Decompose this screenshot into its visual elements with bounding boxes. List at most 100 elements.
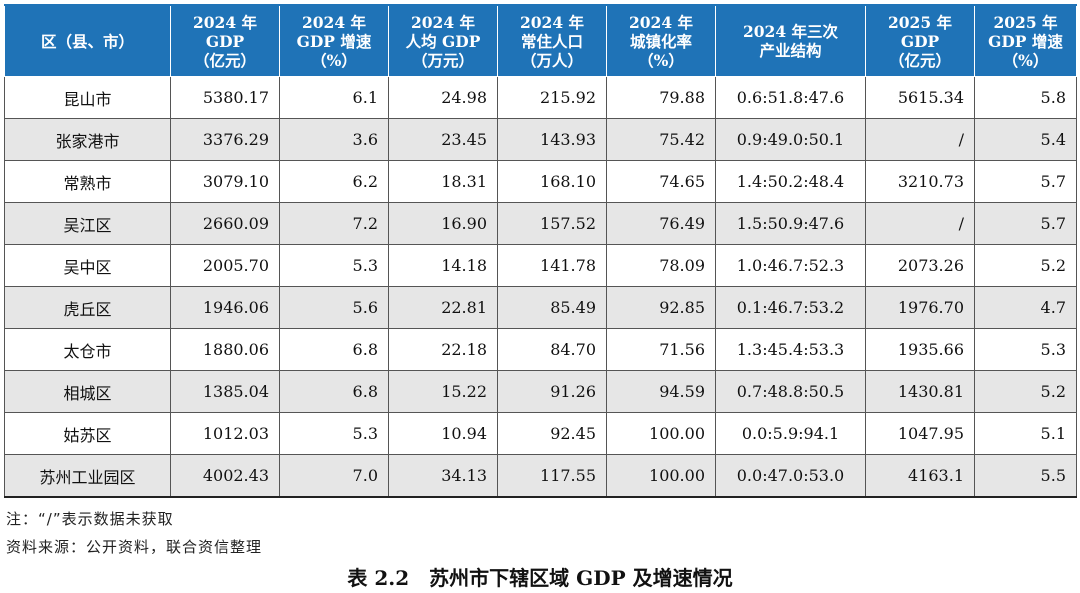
cell-industry-structure-2024: 0.9:49.0:50.1: [715, 118, 866, 161]
header-gdp-per-capita-2024: 2024 年 人均 GDP （万元）: [388, 4, 498, 77]
cell-region: 吴中区: [4, 244, 171, 287]
header-population-2024: 2024 年 常住人口 （万人）: [497, 4, 607, 77]
cell-gdp-per-capita-2024: 16.90: [388, 202, 498, 245]
cell-industry-structure-2024: 0.1:46.7:53.2: [715, 286, 866, 329]
table-row: 昆山市 5380.17 6.1 24.98 215.92 79.88 0.6:51.8:47…: [4, 76, 1077, 119]
cell-urbanization-2024: 94.59: [606, 370, 716, 413]
cell-gdp-2024: 3376.29: [170, 118, 280, 161]
cell-population-2024: 91.26: [497, 370, 607, 413]
cell-industry-structure-2024: 0.0:47.0:53.0: [715, 454, 866, 498]
cell-gdp-growth-2025: 5.3: [974, 328, 1077, 371]
table-row: 吴江区 2660.09 7.2 16.90 157.52 76.49 1.5:50.9:47…: [4, 202, 1077, 245]
cell-population-2024: 84.70: [497, 328, 607, 371]
cell-industry-structure-2024: 0.7:48.8:50.5: [715, 370, 866, 413]
cell-gdp-growth-2025: 4.7: [974, 286, 1077, 329]
cell-industry-structure-2024: 1.5:50.9:47.6: [715, 202, 866, 245]
cell-gdp-2025: /: [865, 118, 975, 161]
cell-region: 常熟市: [4, 160, 171, 203]
cell-region: 相城区: [4, 370, 171, 413]
cell-industry-structure-2024: 0.6:51.8:47.6: [715, 76, 866, 119]
cell-industry-structure-2024: 1.3:45.4:53.3: [715, 328, 866, 371]
cell-gdp-growth-2025: 5.8: [974, 76, 1077, 119]
cell-urbanization-2024: 92.85: [606, 286, 716, 329]
cell-gdp-per-capita-2024: 22.81: [388, 286, 498, 329]
table-header-row: 区（县、市） 2024 年 GDP （亿元） 2024 年 GDP 增速 （%）…: [4, 4, 1077, 77]
cell-industry-structure-2024: 1.0:46.7:52.3: [715, 244, 866, 287]
cell-gdp-growth-2024: 6.1: [279, 76, 389, 119]
table-row: 张家港市 3376.29 3.6 23.45 143.93 75.42 0.9:49.0:5…: [4, 118, 1077, 161]
cell-urbanization-2024: 100.00: [606, 412, 716, 455]
cell-population-2024: 85.49: [497, 286, 607, 329]
cell-gdp-2024: 1385.04: [170, 370, 280, 413]
cell-gdp-2025: 1935.66: [865, 328, 975, 371]
cell-gdp-2025: /: [865, 202, 975, 245]
cell-gdp-2025: 4163.1: [865, 454, 975, 498]
cell-gdp-2024: 3079.10: [170, 160, 280, 203]
table-row: 吴中区 2005.70 5.3 14.18 141.78 78.09 1.0:46.7:52…: [4, 244, 1077, 287]
cell-gdp-2025: 2073.26: [865, 244, 975, 287]
cell-industry-structure-2024: 0.0:5.9:94.1: [715, 412, 866, 455]
table-row: 虎丘区 1946.06 5.6 22.81 85.49 92.85 0.1:46.7:53.…: [4, 286, 1077, 329]
cell-gdp-growth-2024: 6.2: [279, 160, 389, 203]
cell-gdp-per-capita-2024: 24.98: [388, 76, 498, 119]
cell-gdp-per-capita-2024: 22.18: [388, 328, 498, 371]
header-region: 区（县、市）: [4, 4, 171, 77]
cell-gdp-growth-2025: 5.4: [974, 118, 1077, 161]
cell-region: 苏州工业园区: [4, 454, 171, 498]
cell-region: 姑苏区: [4, 412, 171, 455]
cell-gdp-growth-2024: 6.8: [279, 370, 389, 413]
cell-region: 昆山市: [4, 76, 171, 119]
cell-gdp-2025: 1976.70: [865, 286, 975, 329]
cell-urbanization-2024: 79.88: [606, 76, 716, 119]
table-row: 姑苏区 1012.03 5.3 10.94 92.45 100.00 0.0:5.9:94.…: [4, 412, 1077, 455]
cell-gdp-per-capita-2024: 15.22: [388, 370, 498, 413]
cell-industry-structure-2024: 1.4:50.2:48.4: [715, 160, 866, 203]
cell-region: 吴江区: [4, 202, 171, 245]
header-gdp-2025: 2025 年 GDP （亿元）: [865, 4, 975, 77]
cell-population-2024: 143.93: [497, 118, 607, 161]
cell-gdp-2024: 4002.43: [170, 454, 280, 498]
cell-gdp-2025: 1430.81: [865, 370, 975, 413]
table-caption: 表 2.2 苏州市下辖区域 GDP 及增速情况: [347, 566, 733, 590]
cell-gdp-per-capita-2024: 10.94: [388, 412, 498, 455]
cell-gdp-growth-2024: 5.6: [279, 286, 389, 329]
cell-gdp-per-capita-2024: 18.31: [388, 160, 498, 203]
header-urbanization-2024: 2024 年 城镇化率 （%）: [606, 4, 716, 77]
cell-gdp-growth-2025: 5.2: [974, 244, 1077, 287]
cell-gdp-per-capita-2024: 23.45: [388, 118, 498, 161]
cell-gdp-growth-2024: 7.0: [279, 454, 389, 498]
cell-population-2024: 157.52: [497, 202, 607, 245]
header-gdp-growth-2024: 2024 年 GDP 增速 （%）: [279, 4, 389, 77]
cell-gdp-growth-2024: 7.2: [279, 202, 389, 245]
note-missing-data: 注：“/”表示数据未获取: [6, 510, 174, 528]
table-row: 常熟市 3079.10 6.2 18.31 168.10 74.65 1.4:50.2:48…: [4, 160, 1077, 203]
cell-gdp-2024: 2660.09: [170, 202, 280, 245]
cell-population-2024: 141.78: [497, 244, 607, 287]
cell-gdp-growth-2024: 3.6: [279, 118, 389, 161]
cell-gdp-2024: 2005.70: [170, 244, 280, 287]
cell-urbanization-2024: 76.49: [606, 202, 716, 245]
cell-urbanization-2024: 75.42: [606, 118, 716, 161]
cell-region: 张家港市: [4, 118, 171, 161]
cell-gdp-2025: 1047.95: [865, 412, 975, 455]
cell-urbanization-2024: 100.00: [606, 454, 716, 498]
cell-gdp-growth-2024: 6.8: [279, 328, 389, 371]
cell-gdp-growth-2025: 5.2: [974, 370, 1077, 413]
cell-gdp-2024: 1880.06: [170, 328, 280, 371]
cell-gdp-growth-2025: 5.7: [974, 202, 1077, 245]
header-gdp-2024: 2024 年 GDP （亿元）: [170, 4, 280, 77]
cell-gdp-growth-2025: 5.7: [974, 160, 1077, 203]
note-source: 资料来源：公开资料，联合资信整理: [6, 538, 263, 556]
table-row: 太仓市 1880.06 6.8 22.18 84.70 71.56 1.3:45.4:53.…: [4, 328, 1077, 371]
cell-gdp-2025: 3210.73: [865, 160, 975, 203]
table-row: 相城区 1385.04 6.8 15.22 91.26 94.59 0.7:48.8:50.…: [4, 370, 1077, 413]
cell-urbanization-2024: 78.09: [606, 244, 716, 287]
header-industry-structure-2024: 2024 年三次 产业结构: [715, 4, 866, 77]
cell-urbanization-2024: 71.56: [606, 328, 716, 371]
cell-population-2024: 215.92: [497, 76, 607, 119]
cell-population-2024: 117.55: [497, 454, 607, 498]
cell-population-2024: 92.45: [497, 412, 607, 455]
cell-gdp-2024: 5380.17: [170, 76, 280, 119]
cell-gdp-2025: 5615.34: [865, 76, 975, 119]
cell-gdp-growth-2025: 5.1: [974, 412, 1077, 455]
